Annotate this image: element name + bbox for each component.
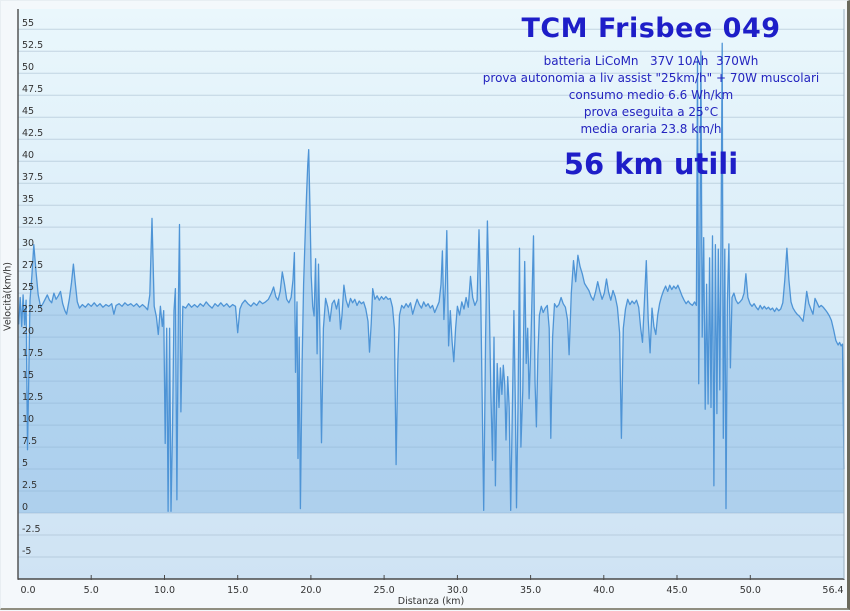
x-tick-label: 40.0 [593, 585, 614, 596]
y-tick-label: 15 [22, 370, 34, 381]
y-tick-label: 32.5 [22, 216, 43, 227]
y-tick-label: 7.5 [22, 436, 37, 447]
x-tick-label: 10.0 [154, 585, 175, 596]
y-tick-label: 17.5 [22, 348, 43, 359]
x-tick-label: 56.4 [822, 585, 843, 596]
x-tick-label: 30.0 [447, 585, 468, 596]
x-tick-label: 45.0 [666, 585, 687, 596]
y-tick-label: 10 [22, 414, 34, 425]
y-tick-label: 12.5 [22, 392, 43, 403]
speed-trace [18, 42, 845, 514]
y-tick-label: -5 [22, 546, 31, 557]
speed-area [18, 43, 844, 514]
axis-lines [17, 9, 845, 580]
y-tick-label: 52.5 [22, 40, 43, 51]
speed-line [18, 42, 845, 512]
x-tick-label: 20.0 [300, 585, 321, 596]
y-tick-label: 22.5 [22, 304, 43, 315]
x-tick-label: 0.0 [20, 585, 35, 596]
x-tick-label: 5.0 [84, 585, 99, 596]
y-tick-label: 50 [22, 62, 34, 73]
y-tick-label: 37.5 [22, 172, 43, 183]
y-tick-label: 35 [22, 194, 34, 205]
y-tick-label: 27.5 [22, 260, 43, 271]
y-tick-label: 25 [22, 282, 34, 293]
y-tick-label: 2.5 [22, 480, 37, 491]
y-tick-label: 47.5 [22, 84, 43, 95]
x-tick-label: 50.0 [740, 585, 761, 596]
y-tick-label: 20 [22, 326, 34, 337]
x-tick-label: 15.0 [227, 585, 248, 596]
y-tick-label: -2.5 [22, 524, 41, 535]
y-tick-label: 40 [22, 150, 34, 161]
y-axis-title: Velocità(km/h) [2, 262, 14, 331]
x-tick-label: 25.0 [374, 585, 395, 596]
y-tick-label: 0 [22, 502, 28, 513]
axis-ticks: 5552.55047.54542.54037.53532.53027.52522… [17, 18, 845, 596]
y-tick-label: 55 [22, 18, 34, 29]
x-tick-label: 35.0 [520, 585, 541, 596]
y-tick-label: 45 [22, 106, 34, 117]
gridlines [18, 28, 844, 558]
x-axis-title: Distanza (km) [397, 596, 465, 607]
y-tick-label: 42.5 [22, 128, 43, 139]
y-tick-label: 30 [22, 238, 34, 249]
y-tick-label: 5 [22, 458, 28, 469]
